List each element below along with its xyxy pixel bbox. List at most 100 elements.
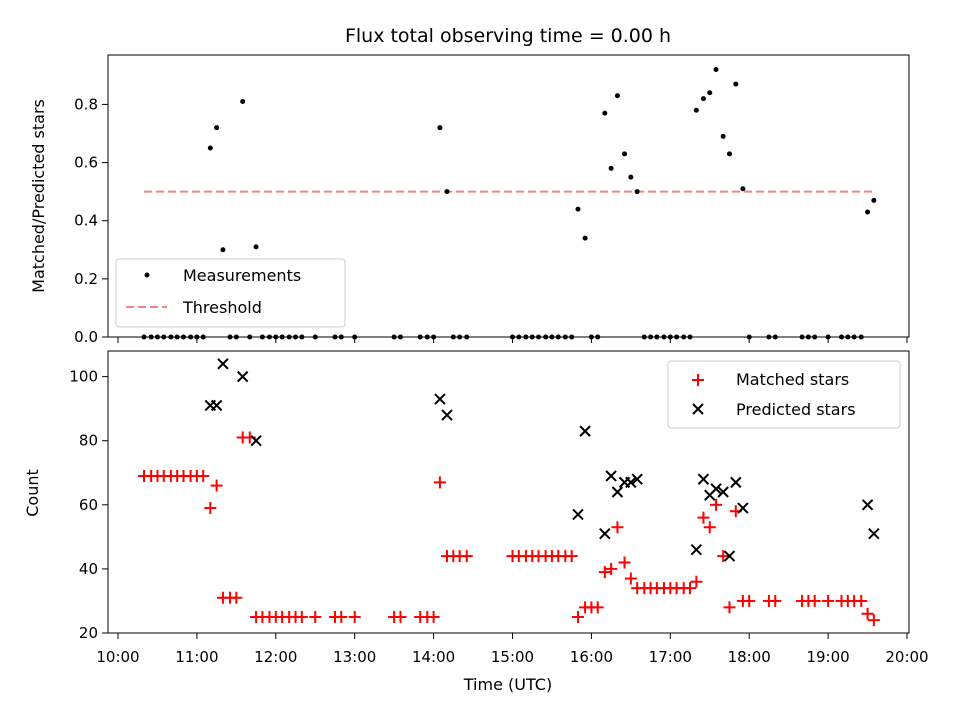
measurement-point <box>207 145 213 151</box>
bottom-y-tick-label: 100 <box>69 368 98 386</box>
predicted-point <box>572 508 584 521</box>
predicted-point <box>217 358 229 370</box>
matched-point <box>598 566 611 579</box>
predicted-point <box>697 473 710 485</box>
matched-point <box>295 610 308 623</box>
legend-matched-marker <box>692 374 704 386</box>
matched-point <box>571 610 584 623</box>
predicted-point <box>717 486 729 498</box>
predicted-point <box>723 550 736 562</box>
top-axes-frame <box>107 54 910 338</box>
matched-point <box>230 591 243 604</box>
bottom-y-tick-label: 20 <box>79 624 98 642</box>
matched-point <box>427 610 440 623</box>
bottom-legend: Matched stars Predicted stars <box>667 360 901 429</box>
matched-point <box>204 502 217 515</box>
top-y-tick-label: 0.0 <box>74 328 98 346</box>
legend-matched-label: Matched stars <box>736 370 849 389</box>
matched-point <box>611 521 624 534</box>
measurement-point <box>240 99 246 105</box>
predicted-point <box>605 470 617 482</box>
predicted-point <box>861 499 874 511</box>
top-legend-box <box>115 258 346 328</box>
bottom-y-tick-label: 60 <box>79 496 98 514</box>
top-y-tick-label: 0.8 <box>74 95 98 113</box>
matched-point <box>394 610 407 623</box>
measurement-point <box>693 107 699 113</box>
bottom-x-tick-label: 15:00 <box>491 648 534 666</box>
matched-point <box>697 511 710 524</box>
measurement-point <box>726 151 732 157</box>
measurement-point <box>582 235 588 241</box>
matched-point <box>565 550 578 563</box>
matched-point <box>309 610 322 623</box>
matched-point <box>769 594 782 607</box>
matched-point <box>624 572 637 585</box>
bottom-axes-frame <box>107 350 910 634</box>
predicted-point <box>210 399 223 412</box>
bottom-x-tick-label: 16:00 <box>570 648 613 666</box>
measurement-point <box>713 67 719 73</box>
bottom-x-ticks: 10:00 11:00 12:00 13:00 14:00 15:00 16:00 17:00… <box>96 633 929 666</box>
bottom-x-tick-label: 12:00 <box>254 648 297 666</box>
top-panel: Flux total observing time = 0.00 h 0.00.… <box>29 25 910 346</box>
top-y-tick-label: 0.2 <box>74 270 98 288</box>
bottom-x-tick-label: 17:00 <box>649 648 692 666</box>
bottom-x-tick-label: 13:00 <box>333 648 376 666</box>
legend-predicted-marker <box>692 403 704 415</box>
predicted-point <box>236 370 249 383</box>
predicted-point <box>710 483 722 495</box>
measurement-point <box>634 189 640 195</box>
measurement-point <box>740 186 746 192</box>
measurement-point <box>253 244 259 250</box>
predicted-point <box>631 473 643 485</box>
matched-point <box>605 562 618 575</box>
legend-predicted-label: Predicted stars <box>736 400 856 419</box>
matched-point <box>723 601 736 614</box>
measurement-point <box>614 93 620 99</box>
matched-point <box>855 594 868 607</box>
measurement-point <box>444 189 450 195</box>
measurement-point <box>871 197 877 203</box>
matched-point <box>591 601 604 614</box>
bottom-y-axis-label: Count <box>23 469 42 517</box>
bottom-panel: 20 40 60 80 100 10:00 11:00 12:00 13:00 14:00 15:… <box>23 350 929 694</box>
legend-measurements-label: Measurements <box>183 266 301 285</box>
measurement-point <box>707 90 713 96</box>
matched-point <box>197 469 210 482</box>
predicted-point <box>434 393 446 405</box>
measurement-point <box>220 247 226 253</box>
top-plot-area <box>141 67 877 340</box>
predicted-point <box>730 476 742 489</box>
matched-point <box>433 476 446 489</box>
matched-point <box>335 610 348 623</box>
matched-point <box>743 594 756 607</box>
bottom-x-tick-label: 18:00 <box>728 648 771 666</box>
matched-point <box>717 550 730 563</box>
top-legend: Measurements Threshold <box>115 258 346 328</box>
predicted-point <box>868 527 880 540</box>
matched-point <box>684 582 697 595</box>
legend-measurements-marker <box>144 272 150 278</box>
predicted-point <box>579 425 591 437</box>
bottom-y-tick-label: 40 <box>79 560 98 578</box>
bottom-x-tick-label: 11:00 <box>175 648 218 666</box>
top-y-tick-label: 0.4 <box>74 212 98 230</box>
top-y-ticks: 0.0 0.2 0.4 0.6 0.8 <box>74 95 108 346</box>
legend-threshold-label: Threshold <box>182 298 262 317</box>
measurement-point <box>602 110 608 116</box>
top-y-axis-label: Matched/Predicted stars <box>29 99 48 293</box>
bottom-x-axis-label: Time (UTC) <box>463 675 552 694</box>
bottom-x-tick-label: 20:00 <box>885 648 928 666</box>
matched-point <box>690 575 703 588</box>
measurement-point <box>575 206 581 212</box>
bottom-x-tick-label: 10:00 <box>96 648 139 666</box>
top-y-tick-label: 0.6 <box>74 154 98 172</box>
matched-point <box>822 594 835 607</box>
predicted-point <box>737 502 749 514</box>
matched-point <box>703 521 716 534</box>
measurement-point <box>622 151 628 157</box>
matched-point <box>710 498 723 511</box>
predicted-point <box>599 527 611 540</box>
